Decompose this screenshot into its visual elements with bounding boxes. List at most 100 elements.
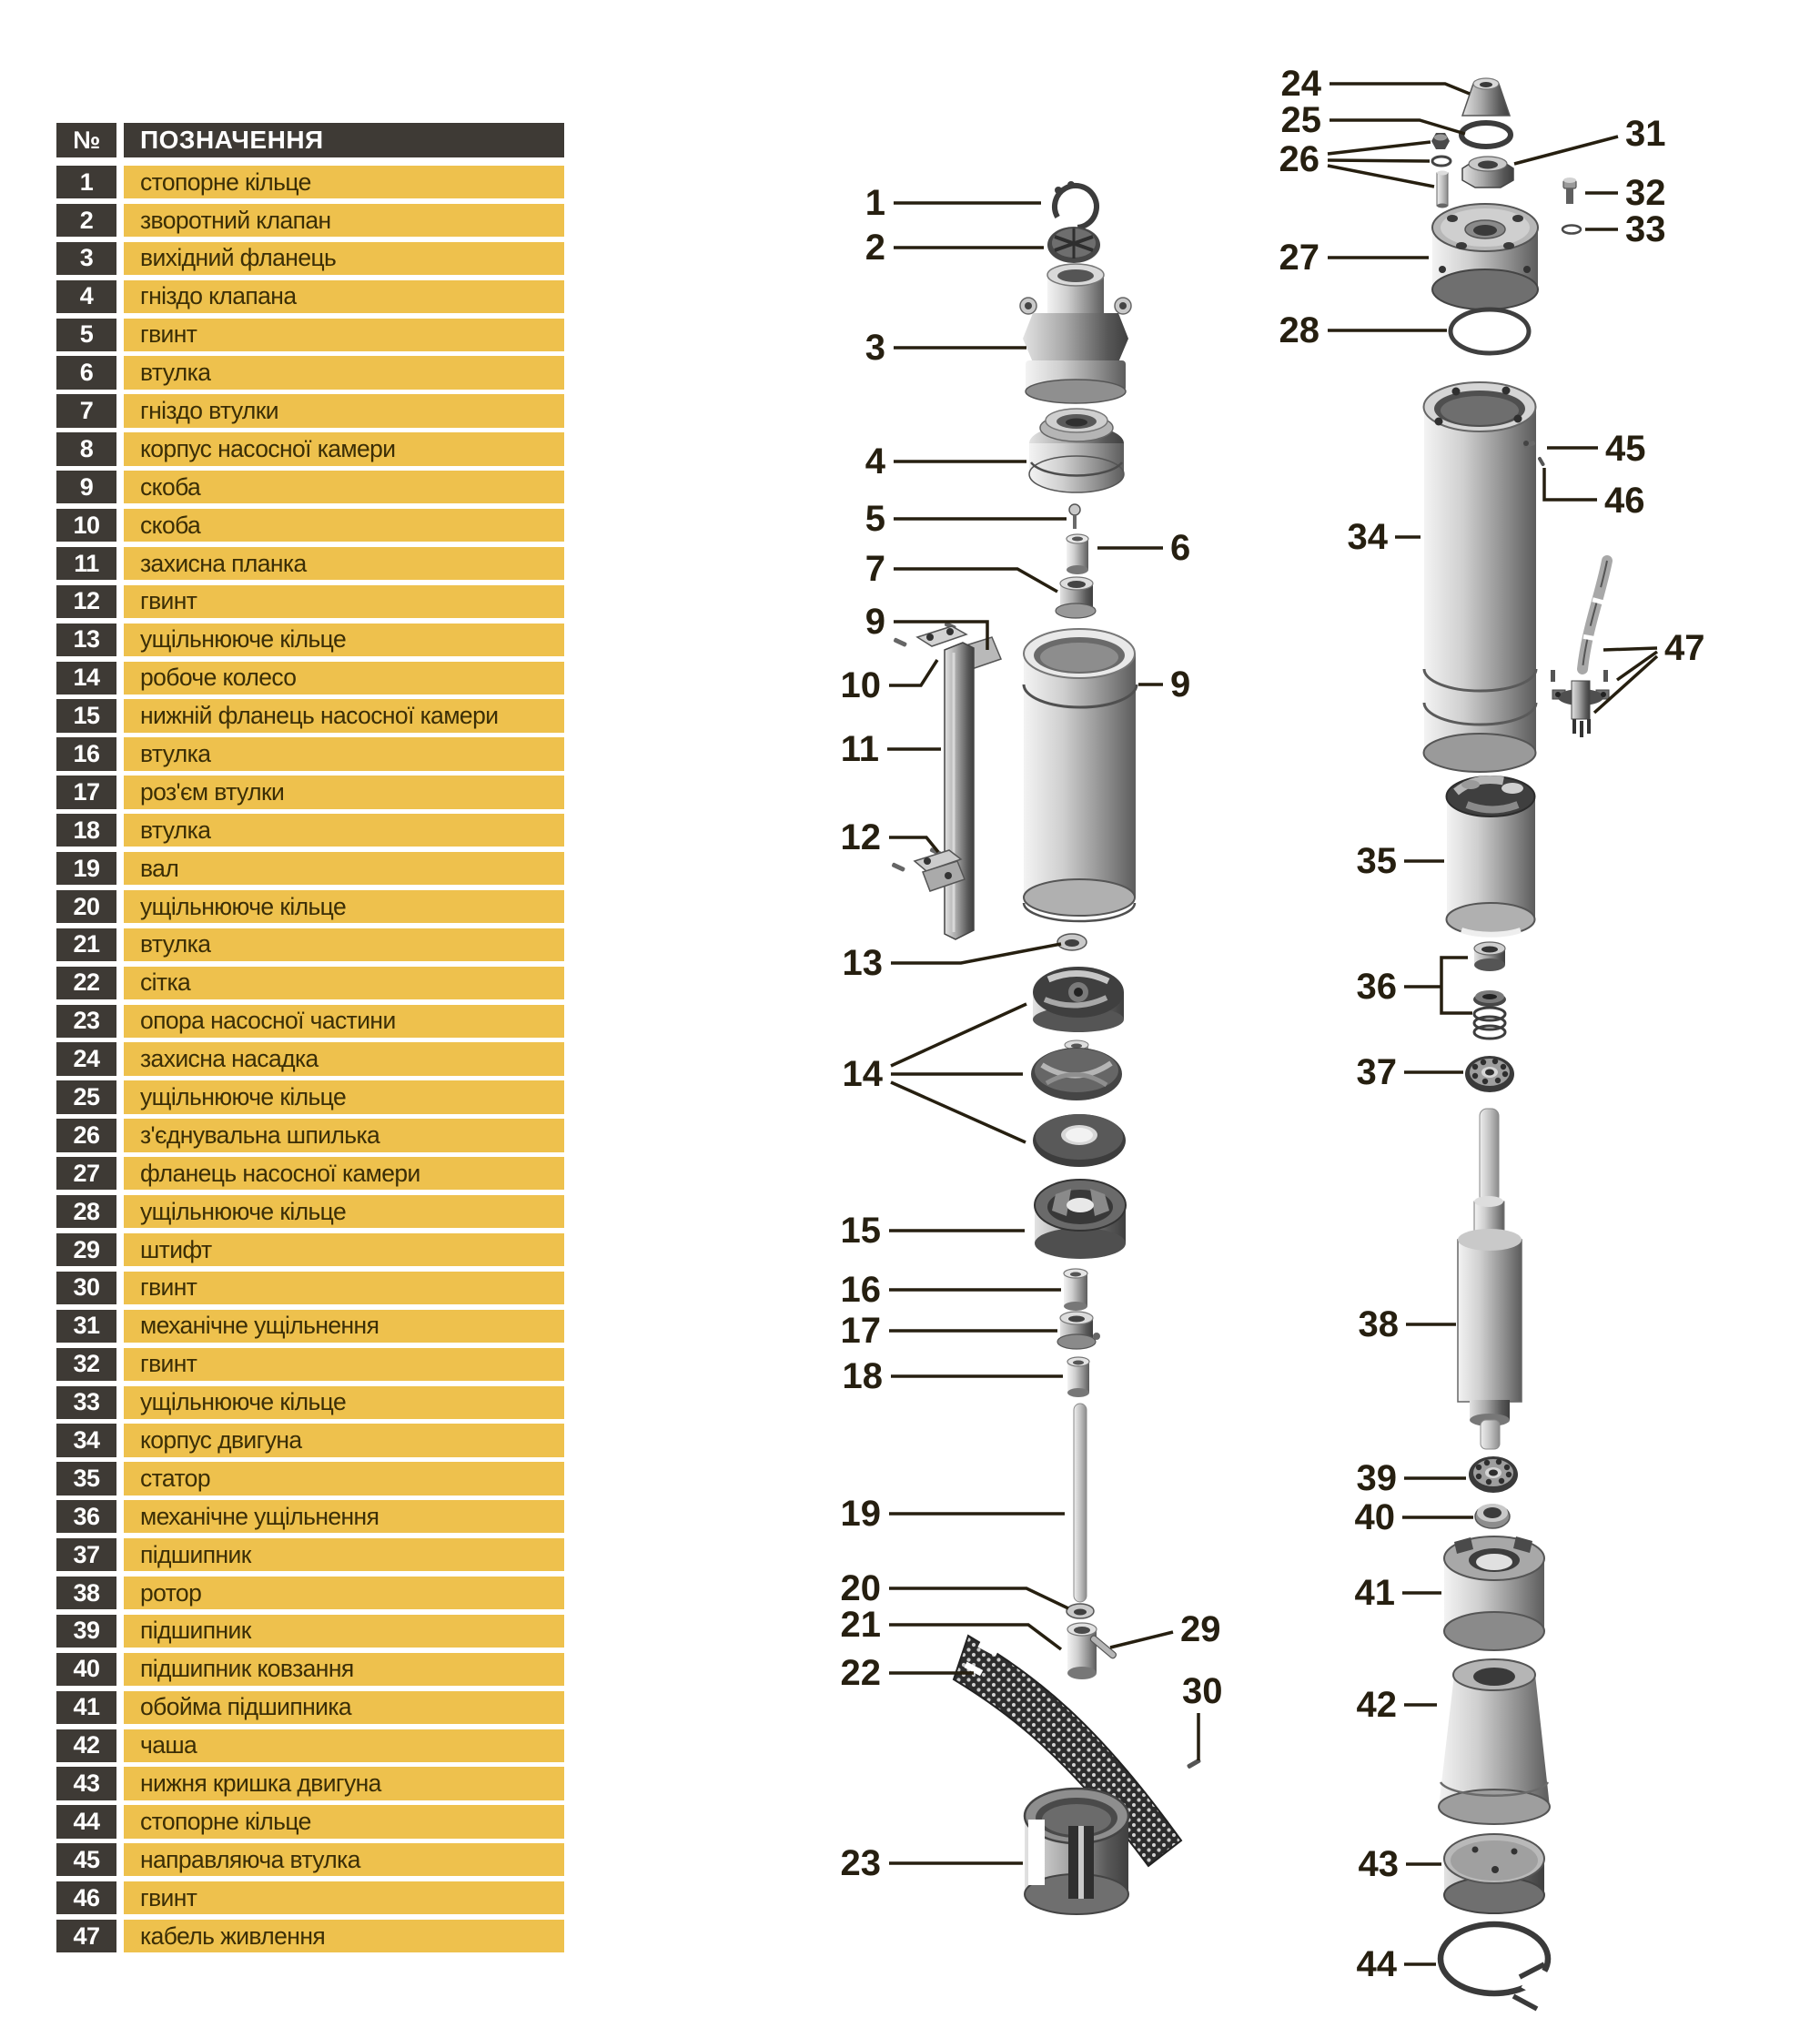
- table-row: 14 робоче колесо: [56, 661, 564, 695]
- row-name: нижній фланець насосної камери: [124, 699, 564, 733]
- callout-label: 37: [1357, 1052, 1398, 1092]
- callout-label: 36: [1357, 967, 1398, 1007]
- callout-label: 29: [1180, 1609, 1221, 1649]
- table-row: 8 корпус насосної камери: [56, 432, 564, 466]
- callout-label: 4: [865, 441, 886, 482]
- row-name: скоба: [124, 471, 564, 504]
- callout-label: 12: [841, 817, 882, 857]
- row-number: 30: [56, 1271, 116, 1305]
- row-number: 33: [56, 1385, 116, 1419]
- callout-label: 31: [1625, 114, 1666, 154]
- callout-label: 6: [1170, 528, 1190, 568]
- row-name: зворотний клапан: [124, 203, 564, 238]
- part-slide-bearing-40: [1474, 1504, 1511, 1529]
- callout-label: 3: [865, 328, 885, 368]
- part-bearing-39: [1469, 1456, 1518, 1493]
- part-seal-ring-13: [1057, 933, 1087, 951]
- row-number: 12: [56, 584, 116, 619]
- row-name: кабель живлення: [124, 1919, 564, 1953]
- table-row: 26 з'єднувальна шпилька: [56, 1119, 564, 1152]
- table-row: 34 корпус двигуна: [56, 1424, 564, 1457]
- row-name: гніздо клапана: [124, 279, 564, 313]
- header-number-cell: №: [56, 123, 116, 157]
- leader-line: [1330, 82, 1471, 96]
- row-number: 3: [56, 241, 116, 276]
- row-number: 9: [56, 471, 116, 504]
- callout-label: 24: [1281, 64, 1322, 104]
- row-name: гніздо втулки: [124, 394, 564, 428]
- table-row: 17 роз'єм втулки: [56, 776, 564, 809]
- row-number: 45: [56, 1843, 116, 1877]
- part-outlet-flange-3: [1019, 263, 1132, 404]
- row-name: роз'єм втулки: [124, 776, 564, 809]
- table-row: 4 гніздо клапана: [56, 279, 564, 313]
- part-circlip-44: [1437, 1921, 1569, 2012]
- leader-line: [889, 659, 939, 687]
- part-motor-bottom-cover-43: [1443, 1833, 1545, 1914]
- parts-table-body: 1 стопорне кільце 2 зворотний клапан 3 в…: [56, 166, 564, 1953]
- part-bearing-housing-41: [1443, 1536, 1545, 1651]
- callout-label: 43: [1359, 1844, 1400, 1884]
- part-sleeve-18: [1067, 1356, 1090, 1397]
- row-name: чаша: [124, 1729, 564, 1762]
- callout-label: 34: [1348, 517, 1389, 557]
- row-name: нижня кришка двигуна: [124, 1767, 564, 1800]
- callout-label: 35: [1357, 841, 1398, 881]
- leader-line: [1109, 1630, 1174, 1649]
- callout-label: 32: [1625, 173, 1666, 213]
- table-row: 20 ущільнююче кільце: [56, 889, 564, 924]
- table-row: 22 сітка: [56, 966, 564, 999]
- row-number: 19: [56, 852, 116, 886]
- row-number: 29: [56, 1232, 116, 1267]
- row-number: 10: [56, 509, 116, 542]
- leader-line: [1603, 646, 1658, 652]
- table-row: 31 механічне ущільнення: [56, 1309, 564, 1343]
- row-number: 2: [56, 203, 116, 238]
- callout-label: 20: [841, 1568, 882, 1608]
- callout-label: 9: [865, 602, 885, 642]
- row-number: 40: [56, 1652, 116, 1687]
- part-sleeve-16: [1063, 1268, 1088, 1311]
- table-row: 5 гвинт: [56, 318, 564, 351]
- row-name: обойма підшипника: [124, 1690, 564, 1724]
- callout-label: 44: [1357, 1944, 1398, 1984]
- row-name: підшипник: [124, 1614, 564, 1648]
- callout-label: 41: [1355, 1573, 1396, 1613]
- table-row: 15 нижній фланець насосної камери: [56, 699, 564, 733]
- callout-label: 39: [1357, 1458, 1398, 1498]
- callout-label: 7: [865, 549, 885, 589]
- leader-line: [890, 1080, 1026, 1144]
- row-number: 44: [56, 1805, 116, 1839]
- table-row: 6 втулка: [56, 356, 564, 390]
- row-number: 28: [56, 1195, 116, 1229]
- row-name: втулка: [124, 356, 564, 390]
- callout-label: 47: [1664, 628, 1705, 668]
- part-motor-body-34: [1422, 381, 1538, 773]
- row-number: 47: [56, 1919, 116, 1953]
- table-row: 18 втулка: [56, 814, 564, 847]
- row-name: вихідний фланець: [124, 241, 564, 276]
- row-number: 43: [56, 1767, 116, 1800]
- row-number: 11: [56, 546, 116, 581]
- part-bearing-37: [1465, 1056, 1514, 1092]
- row-name: стопорне кільце: [124, 1805, 564, 1839]
- leader-line: [889, 1587, 1069, 1610]
- row-name: ущільнююче кільце: [124, 623, 564, 656]
- row-name: гвинт: [124, 1881, 564, 1915]
- row-number: 7: [56, 394, 116, 428]
- row-name: ущільнююче кільце: [124, 1080, 564, 1114]
- callout-label: 10: [841, 665, 882, 705]
- row-number: 21: [56, 928, 116, 962]
- row-number: 17: [56, 776, 116, 809]
- row-name: вал: [124, 852, 564, 886]
- row-number: 25: [56, 1080, 116, 1114]
- table-row: 21 втулка: [56, 928, 564, 962]
- leader-line: [891, 942, 1062, 965]
- row-name: корпус насосної камери: [124, 432, 564, 466]
- table-row: 32 гвинт: [56, 1347, 564, 1381]
- part-impeller-closed-14b: [1031, 1039, 1122, 1100]
- leader-line: [894, 567, 1058, 593]
- leader-line: [1592, 654, 1659, 715]
- row-name: з'єднувальна шпилька: [124, 1119, 564, 1152]
- row-name: гвинт: [124, 584, 564, 619]
